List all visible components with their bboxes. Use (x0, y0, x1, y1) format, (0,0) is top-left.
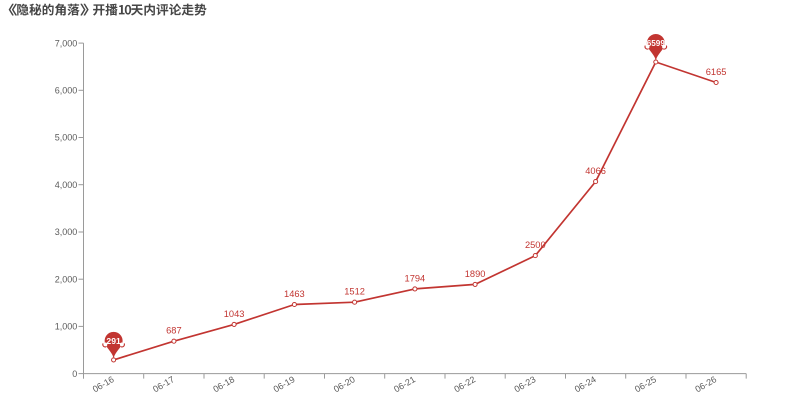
svg-text:5,000: 5,000 (55, 133, 78, 143)
svg-text:3,000: 3,000 (55, 227, 78, 237)
svg-text:2500: 2500 (525, 240, 546, 250)
svg-text:4,000: 4,000 (55, 180, 78, 190)
svg-text:291: 291 (106, 336, 121, 346)
svg-text:7,000: 7,000 (55, 38, 78, 48)
svg-text:0: 0 (72, 369, 77, 379)
svg-text:4066: 4066 (585, 166, 606, 176)
svg-text:1463: 1463 (284, 289, 305, 299)
svg-text:1890: 1890 (465, 269, 486, 279)
svg-text:2,000: 2,000 (55, 274, 78, 284)
svg-text:6,000: 6,000 (55, 86, 78, 96)
svg-text:1512: 1512 (344, 287, 365, 297)
svg-text:1,000: 1,000 (55, 322, 78, 332)
svg-text:1043: 1043 (224, 309, 245, 319)
svg-text:6165: 6165 (706, 67, 727, 77)
svg-text:687: 687 (166, 326, 182, 336)
svg-text:6599: 6599 (647, 39, 666, 48)
svg-text:1794: 1794 (405, 273, 426, 283)
